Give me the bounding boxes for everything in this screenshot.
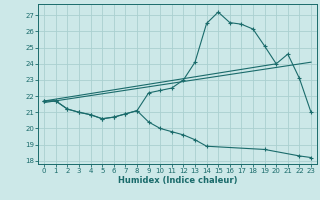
X-axis label: Humidex (Indice chaleur): Humidex (Indice chaleur) bbox=[118, 176, 237, 185]
